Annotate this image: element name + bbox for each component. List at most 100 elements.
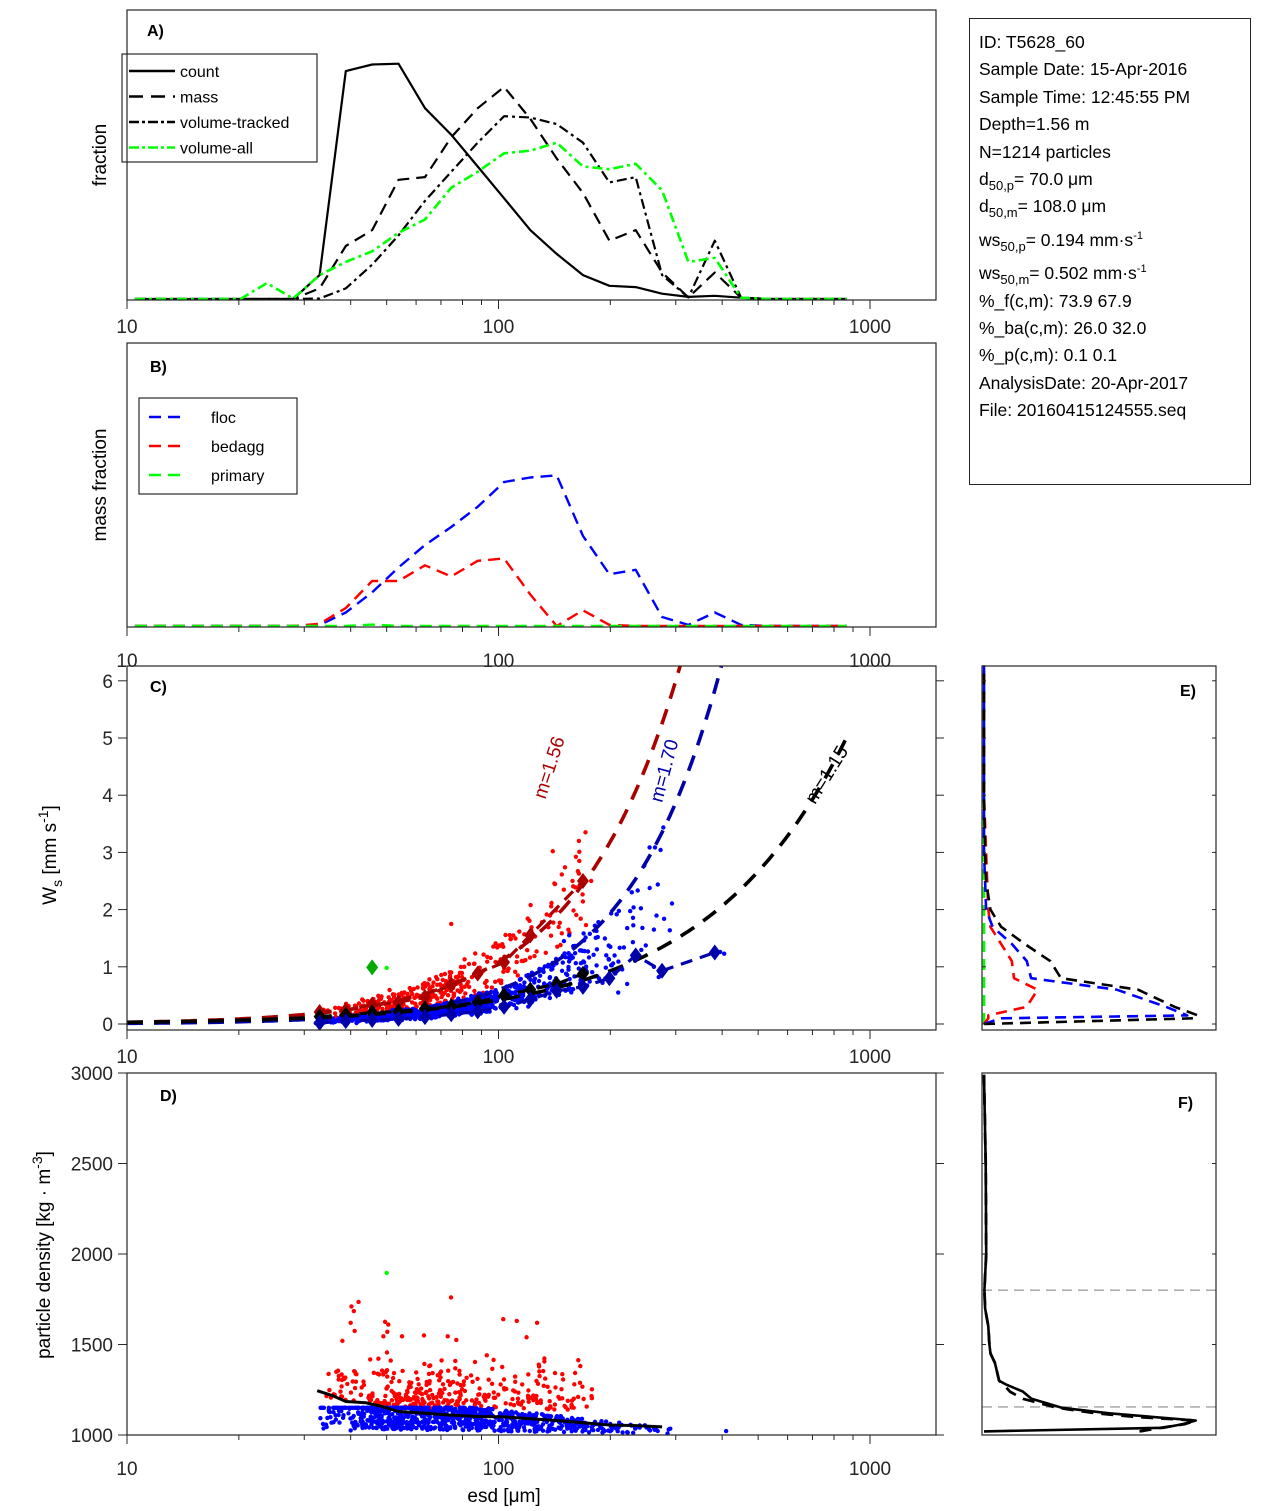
scatter-point xyxy=(549,900,554,906)
scatter-point xyxy=(457,1397,462,1402)
panel-label-b: B) xyxy=(150,359,167,376)
scatter-point xyxy=(478,1411,483,1416)
fit-curve xyxy=(127,666,682,1025)
scatter-point xyxy=(425,1420,431,1426)
scatter-point xyxy=(405,1424,410,1429)
scatter-point-bedagg xyxy=(335,1368,341,1373)
scatter-point xyxy=(361,1411,367,1417)
scatter-point xyxy=(587,979,592,984)
info-line: d50,m= 108.0 μm xyxy=(979,193,1250,220)
scatter-point xyxy=(363,1422,368,1427)
scatter-point xyxy=(482,980,488,986)
panel-d-plot xyxy=(316,1270,729,1435)
scatter-point xyxy=(581,931,586,936)
scatter-point xyxy=(525,1393,531,1399)
scatter-point xyxy=(420,1396,425,1402)
scatter-point xyxy=(466,979,471,985)
scatter-point xyxy=(549,967,554,972)
scatter-point xyxy=(516,1424,522,1430)
legend-label: primary xyxy=(211,468,264,485)
scatter-point xyxy=(544,912,549,917)
scatter-point xyxy=(631,923,636,928)
scatter-point xyxy=(359,1417,364,1422)
scatter-point xyxy=(530,1420,535,1426)
scatter-point xyxy=(453,1390,458,1395)
scatter-point xyxy=(669,901,675,906)
x-tick-label: 10 xyxy=(116,317,137,338)
scatter-point xyxy=(606,956,611,962)
distribution-line-mass xyxy=(982,1074,1198,1433)
info-line: N=1214 particles xyxy=(979,139,1250,166)
scatter-point xyxy=(498,1425,503,1430)
scatter-point xyxy=(547,975,553,980)
scatter-point xyxy=(548,933,554,938)
scatter-point xyxy=(547,1389,552,1395)
binned-diamond xyxy=(339,1013,352,1030)
scatter-point xyxy=(374,1413,379,1419)
scatter-point-bedagg xyxy=(577,858,582,864)
scatter-point xyxy=(515,1400,521,1405)
scatter-point xyxy=(430,1419,436,1425)
scatter-point xyxy=(426,1371,432,1377)
info-text: Depth=1.56 m xyxy=(979,114,1090,135)
scatter-point xyxy=(513,1379,518,1385)
scatter-point xyxy=(570,878,575,884)
scatter-point xyxy=(472,988,477,994)
panel-c-plot xyxy=(127,666,850,1030)
info-sub: 50,p xyxy=(1000,238,1026,254)
scatter-point xyxy=(326,1407,331,1413)
scatter-point xyxy=(405,1013,410,1018)
x-tick-label: 1000 xyxy=(849,1047,891,1068)
scatter-point xyxy=(647,885,652,891)
scatter-point xyxy=(437,1378,442,1383)
x-tick-label: 1000 xyxy=(849,317,891,338)
scatter-point xyxy=(583,830,588,835)
scatter-point xyxy=(513,936,518,941)
scatter-point xyxy=(578,916,583,921)
scatter-point xyxy=(491,944,496,949)
scatter-point xyxy=(540,1428,546,1433)
scatter-point xyxy=(498,1382,503,1387)
scatter-point xyxy=(506,966,511,971)
binned-diamond xyxy=(471,994,484,1011)
scatter-point xyxy=(560,1377,566,1382)
x-tick-label: 10 xyxy=(116,651,137,672)
scatter-point xyxy=(399,991,404,997)
scatter-point xyxy=(511,933,516,938)
scatter-point xyxy=(472,1400,478,1405)
binned-diamond xyxy=(708,944,721,961)
scatter-point xyxy=(556,924,561,930)
scatter-point xyxy=(569,1404,574,1409)
scatter-point xyxy=(552,881,558,887)
scatter-point xyxy=(574,912,579,918)
scatter-point xyxy=(339,1408,344,1414)
scatter-point xyxy=(390,1375,396,1381)
scatter-point xyxy=(581,1396,586,1402)
scatter-point xyxy=(485,954,490,960)
scatter-point xyxy=(652,845,658,850)
scatter-point-primary xyxy=(384,1270,389,1276)
scatter-point xyxy=(431,980,436,985)
scatter-point xyxy=(547,1399,552,1404)
scatter-point xyxy=(575,1394,581,1400)
scatter-point xyxy=(332,1011,338,1016)
info-sup: -1 xyxy=(1136,263,1147,276)
y-tick-label: 2 xyxy=(102,901,113,922)
axes-frame-e xyxy=(981,665,1217,1031)
scatter-point xyxy=(428,1424,433,1430)
scatter-point xyxy=(532,980,537,985)
scatter-point xyxy=(489,1381,495,1387)
scatter-point xyxy=(514,1006,519,1011)
scatter-point xyxy=(566,1424,572,1430)
scatter-point xyxy=(493,941,498,946)
scatter-point xyxy=(654,913,659,918)
scatter-point xyxy=(457,970,463,975)
y-tick-label: 2000 xyxy=(71,1245,113,1266)
scatter-point-floc xyxy=(595,934,600,940)
scatter-point xyxy=(503,1401,508,1406)
scatter-point-bedagg xyxy=(572,1382,577,1387)
scatter-point xyxy=(540,1422,546,1427)
scatter-point xyxy=(361,1382,367,1388)
ylabel-close: ] xyxy=(40,805,61,810)
scatter-point xyxy=(537,1373,542,1379)
